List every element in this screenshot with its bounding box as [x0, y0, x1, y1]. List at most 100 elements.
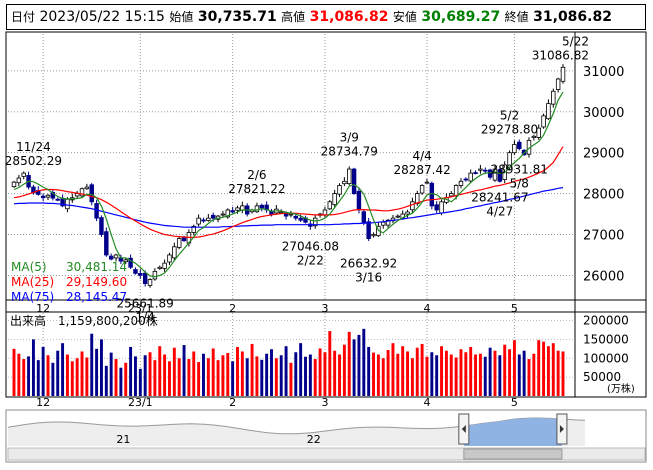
candle-body — [84, 186, 90, 190]
candle — [327, 200, 333, 211]
candle-body — [487, 169, 493, 178]
volume-bar — [211, 348, 215, 396]
candle — [84, 183, 90, 190]
volume-y-tick-label: 200000 — [583, 314, 629, 328]
volume-bar — [313, 359, 317, 396]
volume-bar — [236, 346, 239, 396]
legend-value: 29,149.60 — [66, 275, 127, 289]
candle-body — [16, 177, 22, 184]
candle-body — [55, 198, 60, 201]
volume-bar — [270, 349, 273, 396]
volume-bar — [299, 343, 303, 396]
candle — [473, 170, 478, 175]
annotation-value: 28502.29 — [5, 154, 62, 168]
candle — [366, 217, 371, 241]
volume-bar — [532, 353, 536, 396]
volume-bar — [454, 357, 458, 396]
volume-bar — [22, 359, 26, 396]
candle-body — [361, 211, 367, 223]
candle — [201, 217, 206, 223]
volume-bar — [124, 362, 128, 396]
candle-body — [210, 214, 216, 219]
navigator-scroll-thumb[interactable] — [463, 448, 563, 460]
volume-bar — [556, 350, 560, 396]
candle — [351, 167, 357, 195]
candle-body — [167, 254, 172, 263]
candle-body — [551, 90, 556, 105]
legend-value: 28,145.47 — [66, 290, 127, 304]
candle — [133, 267, 138, 275]
volume-bar — [172, 347, 176, 396]
candle-body — [133, 269, 138, 274]
volume-bar — [206, 358, 210, 396]
navigator-window[interactable] — [458, 413, 568, 446]
candle-body — [128, 257, 133, 268]
candle-body — [220, 213, 226, 216]
x-tick-label: 5 — [511, 302, 518, 315]
volume-bar — [46, 355, 50, 396]
candle-body — [342, 180, 347, 185]
volume-bar — [362, 328, 366, 396]
volume-bar — [542, 341, 546, 396]
annotation-value: 27821.22 — [228, 182, 285, 196]
volume-bar — [31, 339, 35, 396]
candle — [45, 194, 51, 201]
candle — [337, 183, 342, 198]
volume-bar — [245, 358, 249, 396]
volume-bar — [396, 353, 400, 396]
candle-body — [468, 172, 473, 182]
volume-bar — [381, 358, 385, 396]
candle — [104, 227, 109, 257]
volume-bar — [386, 349, 390, 396]
navigator-year-label: 22 — [307, 433, 321, 446]
candle-body — [347, 168, 352, 185]
candle — [531, 134, 537, 141]
x-tick-label: 3 — [321, 302, 328, 315]
annotation-date: 4/27 — [486, 205, 513, 219]
volume-bar — [367, 346, 371, 396]
x-tick-label: 2 — [229, 302, 236, 315]
candle-body — [113, 254, 119, 259]
volume-bar — [90, 333, 94, 396]
candle — [21, 171, 26, 180]
candle — [16, 174, 22, 187]
annotation-value: 27046.08 — [282, 240, 339, 254]
candle — [293, 214, 299, 221]
legend-label: MA(75) — [11, 290, 54, 304]
candle — [419, 184, 425, 195]
candle-body — [152, 270, 158, 280]
candle-body — [191, 225, 196, 233]
candle — [429, 181, 435, 210]
volume-bar — [352, 339, 356, 396]
volume-bar — [508, 349, 512, 396]
candle — [342, 177, 347, 187]
annotation-value: 26632.92 — [340, 257, 397, 271]
candle — [468, 169, 473, 183]
candle — [113, 253, 119, 262]
annotation-value: 28734.79 — [321, 145, 378, 159]
volume-bar — [435, 355, 439, 396]
volume-bar — [75, 358, 79, 396]
volume-bar — [415, 347, 419, 396]
candle-body — [147, 279, 153, 286]
candle-body — [560, 66, 566, 82]
volume-bar — [294, 352, 298, 396]
candle — [152, 268, 158, 281]
candle-body — [439, 201, 444, 214]
volume-bar — [250, 343, 254, 396]
candle — [254, 202, 260, 213]
volume-bar — [255, 356, 259, 396]
candle-body — [434, 204, 439, 211]
volume-bar — [420, 343, 424, 396]
volume-bar — [134, 356, 137, 396]
annotation-date: 2/22 — [297, 254, 324, 268]
volume-bar — [197, 362, 201, 396]
volume-bar — [148, 352, 152, 396]
handle-grip-icon — [559, 425, 564, 433]
volume-bar — [372, 352, 375, 396]
annotation-value: 28931.81 — [491, 162, 548, 176]
candle — [395, 214, 401, 219]
ma75-line — [13, 187, 564, 228]
candle — [167, 252, 172, 265]
